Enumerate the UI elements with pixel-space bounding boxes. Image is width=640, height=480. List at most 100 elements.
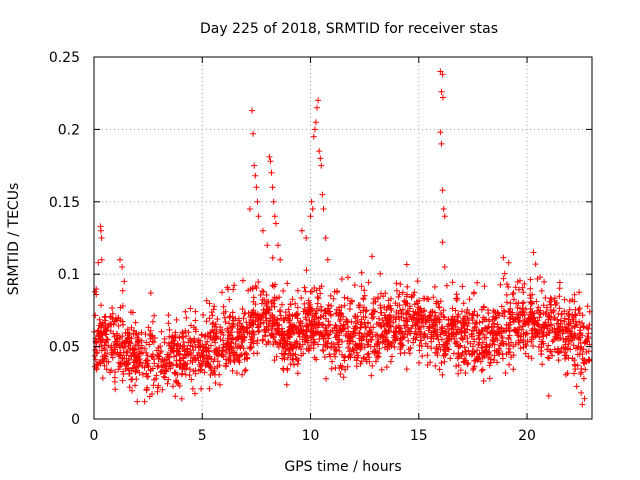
data-point — [303, 316, 309, 323]
data-point — [400, 317, 407, 324]
data-point — [570, 342, 577, 349]
data-point — [447, 355, 454, 362]
data-point — [272, 338, 279, 345]
data-point — [299, 330, 306, 337]
data-point — [288, 326, 295, 333]
data-point — [120, 321, 126, 328]
data-point — [98, 330, 105, 337]
data-point — [581, 395, 588, 402]
data-point — [267, 315, 273, 322]
data-point — [528, 334, 535, 341]
data-point — [580, 375, 587, 382]
data-point — [362, 314, 369, 321]
data-point — [392, 337, 399, 344]
data-point — [410, 308, 417, 315]
data-point — [357, 324, 364, 331]
data-point — [318, 314, 324, 320]
data-point — [301, 300, 308, 307]
data-point — [556, 285, 563, 292]
data-point — [289, 296, 296, 303]
data-point — [149, 318, 156, 325]
data-point — [231, 352, 238, 359]
data-point — [569, 296, 576, 303]
data-point — [538, 351, 545, 358]
data-point — [520, 289, 527, 296]
data-point — [519, 312, 526, 319]
data-point — [400, 334, 407, 341]
data-point — [459, 324, 465, 331]
data-point — [368, 337, 375, 343]
data-point — [584, 333, 591, 340]
data-point — [372, 358, 379, 365]
data-point — [375, 353, 382, 360]
data-point — [143, 357, 150, 364]
data-point — [515, 332, 522, 338]
data-point — [377, 270, 384, 277]
data-point — [577, 324, 584, 331]
x-tick-label: 20 — [518, 428, 536, 444]
data-point — [291, 361, 297, 368]
data-point — [428, 345, 435, 352]
data-point — [309, 329, 316, 336]
data-point — [250, 307, 257, 314]
data-point — [374, 354, 381, 361]
data-point — [462, 370, 469, 376]
data-point — [470, 327, 477, 334]
data-point — [239, 339, 246, 345]
data-point — [348, 333, 355, 340]
data-point — [393, 309, 400, 315]
data-point — [507, 349, 513, 356]
data-point — [345, 344, 351, 351]
data-point — [220, 332, 227, 338]
data-point — [377, 322, 384, 329]
data-point — [270, 320, 276, 327]
data-point — [426, 312, 433, 319]
data-point — [92, 312, 99, 319]
data-point — [518, 326, 525, 333]
data-point — [153, 375, 160, 382]
data-point — [474, 355, 481, 362]
data-point — [312, 119, 319, 126]
data-point — [166, 333, 173, 340]
data-point — [478, 344, 485, 351]
data-point — [212, 339, 219, 346]
data-point — [281, 351, 288, 358]
data-point — [168, 360, 175, 367]
data-point — [115, 366, 122, 373]
data-point — [288, 341, 295, 348]
data-point — [108, 347, 115, 354]
data-point — [158, 328, 165, 335]
data-point — [491, 320, 498, 327]
data-point — [243, 355, 250, 362]
y-tick-label: 0 — [71, 412, 80, 428]
data-point — [526, 318, 532, 325]
data-point — [222, 363, 229, 370]
data-point — [98, 256, 105, 263]
data-point — [238, 351, 245, 358]
data-point — [411, 301, 418, 308]
data-point — [579, 351, 586, 358]
data-point — [297, 341, 304, 348]
data-point — [126, 384, 133, 391]
data-point — [547, 348, 554, 355]
data-point — [112, 349, 119, 356]
data-point — [252, 172, 259, 179]
data-point — [350, 329, 357, 336]
data-point — [200, 358, 207, 365]
data-point — [115, 315, 122, 322]
data-point — [309, 206, 316, 212]
data-point — [582, 340, 588, 347]
data-point — [239, 371, 246, 378]
data-point — [490, 334, 497, 341]
data-point — [535, 343, 542, 350]
data-point — [192, 390, 198, 397]
data-point — [398, 310, 405, 317]
data-point — [131, 356, 138, 363]
data-point — [339, 363, 346, 370]
data-point — [344, 337, 351, 344]
data-point — [382, 338, 389, 345]
data-point — [476, 336, 482, 343]
data-point — [540, 333, 547, 340]
data-point — [445, 346, 452, 353]
data-point — [249, 107, 256, 114]
